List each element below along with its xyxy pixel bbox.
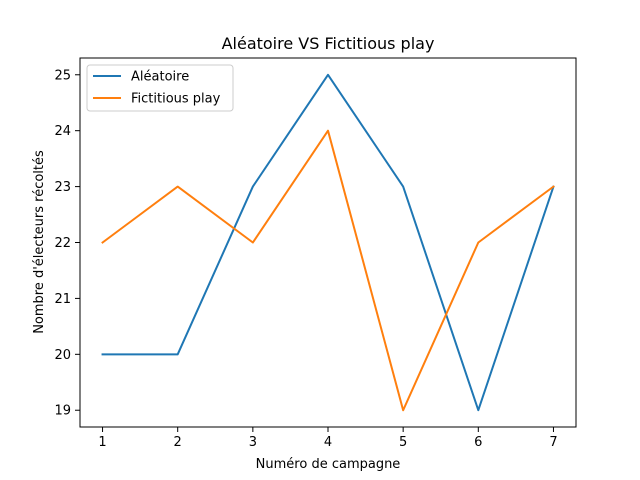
legend-box <box>86 64 234 112</box>
y-axis-title: Nombre d'électeurs récoltés <box>32 150 47 334</box>
x-tick-label: 7 <box>549 435 557 450</box>
series-layer <box>101 73 555 412</box>
chart-title: Aléatoire VS Fictitious play <box>222 34 435 53</box>
series-line-0 <box>101 73 555 412</box>
x-tick-label: 2 <box>174 435 182 450</box>
legend: Aléatoire Fictitious play <box>86 64 234 112</box>
legend-label-1: Fictitious play <box>131 92 221 107</box>
y-tick-label: 22 <box>54 236 71 251</box>
y-tick-label: 23 <box>54 180 71 195</box>
x-tick-label: 4 <box>324 435 332 450</box>
series-line-1 <box>101 129 555 412</box>
x-tick-label: 5 <box>399 435 407 450</box>
y-tick-label: 25 <box>54 68 71 83</box>
x-tick-label: 1 <box>98 435 106 450</box>
y-tick-label: 21 <box>54 292 71 307</box>
y-tick-label: 19 <box>54 404 71 419</box>
x-axis-title: Numéro de campagne <box>256 457 401 472</box>
y-tick-label: 24 <box>54 124 71 139</box>
x-tick-label: 3 <box>249 435 257 450</box>
legend-label-0: Aléatoire <box>131 70 189 85</box>
x-tick-label: 6 <box>474 435 482 450</box>
y-tick-label: 20 <box>54 348 71 363</box>
